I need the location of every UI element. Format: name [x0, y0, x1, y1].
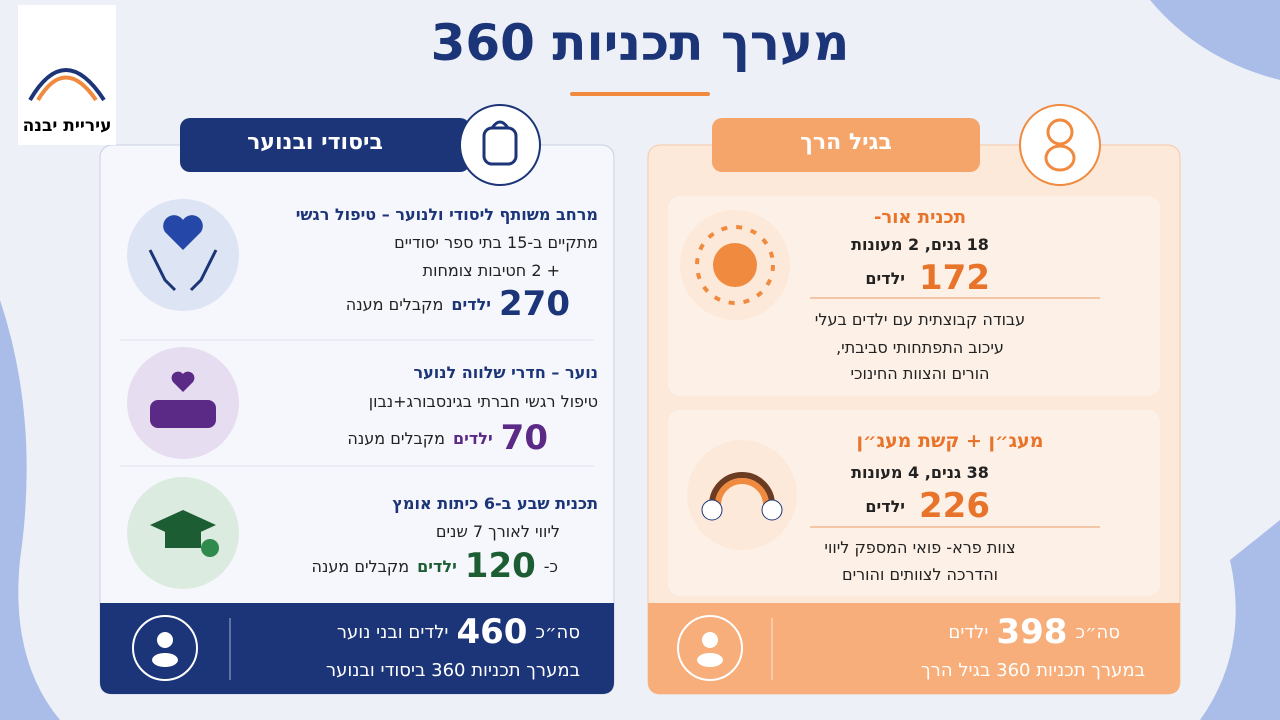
- count: 172: [919, 258, 990, 298]
- logo-text: עיריית יבנה: [22, 116, 112, 136]
- item-line: והדרכה לצוותים והורים: [841, 565, 999, 584]
- total-line: במערך תכניות 360 בגיל הרך: [921, 660, 1145, 681]
- total-prefix: סה״כ: [535, 621, 580, 643]
- count-unit: ילדים: [865, 268, 906, 288]
- item-line: עיכוב התפתחותי סביבתי,: [836, 338, 1004, 357]
- count-prefix: כ-: [543, 556, 558, 576]
- item-title: תכנית שבע ב-6 כיתות אומץ: [392, 494, 598, 513]
- total-prefix: סה״כ: [1075, 621, 1120, 643]
- count: 120: [464, 546, 536, 586]
- count: 70: [500, 418, 548, 458]
- count-row: 270 ילדים מקבלים מענה: [346, 284, 570, 324]
- count-suffix: מקבלים מענה: [311, 556, 410, 576]
- count-unit: ילדים: [865, 496, 906, 516]
- count-row: 172 ילדים: [865, 258, 990, 298]
- item-title: תכנית אור-: [873, 207, 967, 228]
- total-count: 398: [996, 612, 1068, 652]
- count-unit: ילדים: [453, 428, 493, 448]
- section-heading: ביסודי ובנוער: [247, 130, 383, 155]
- count-suffix: מקבלים מענה: [347, 428, 446, 448]
- total-count: 460: [456, 612, 528, 652]
- item-title: נוער – חדרי שלווה לנוער: [413, 363, 598, 382]
- item-title: מעג״ן + קשת מעג״ן: [856, 430, 1044, 452]
- item-subtitle: 18 גנים, 2 מעונות: [851, 235, 989, 254]
- section-heading: בגיל הרך: [800, 130, 892, 155]
- total-unit: ילדים: [948, 621, 989, 643]
- item-title: מרחב משותף ליסודי ולנוער – טיפול רגשי: [295, 205, 598, 224]
- total-row: סה״כ 398 ילדים: [948, 612, 1120, 652]
- count-suffix: מקבלים מענה: [345, 294, 444, 314]
- title: מערך תכניות 360: [430, 14, 850, 72]
- total-unit: ילדים ובני נוער: [336, 621, 449, 643]
- count-row: 226 ילדים: [865, 486, 990, 526]
- item-subtitle: 38 גנים, 4 מעונות: [851, 463, 989, 482]
- count-unit: ילדים: [417, 556, 457, 576]
- item-line: ליווי לאורך 7 שנים: [435, 522, 560, 541]
- item-line: צוות פרא- פואי המספק ליווי: [824, 538, 1016, 557]
- item-line: + 2 חטיבות צומחות: [422, 261, 560, 280]
- count-unit: ילדים: [451, 294, 492, 314]
- count: 270: [499, 284, 570, 324]
- item-line: טיפול רגשי חברתי בגינסבורג+נבון: [368, 392, 598, 411]
- item-line: עבודה קבוצתית עם ילדים בעלי: [814, 310, 1026, 329]
- item-line: מתקיים ב-15 בתי ספר יסודיים: [394, 233, 598, 252]
- count: 226: [919, 486, 990, 526]
- item-line: הורים והצוות החינוכי: [850, 364, 990, 383]
- count-row: 70 ילדים מקבלים מענה: [347, 418, 548, 458]
- total-row: סה״כ 460 ילדים ובני נוער: [337, 612, 580, 652]
- total-line: במערך תכניות 360 ביסודי ובנוער: [325, 660, 580, 681]
- count-row: כ- 120 ילדים מקבלים מענה: [312, 546, 558, 586]
